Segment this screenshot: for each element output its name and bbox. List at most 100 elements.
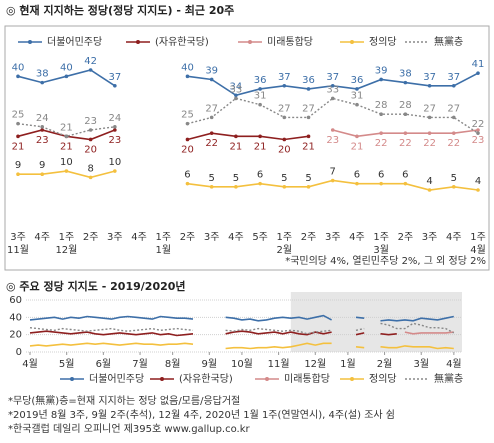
- legend-marker: [70, 377, 74, 381]
- data-point: [427, 83, 432, 88]
- data-point: [476, 71, 480, 75]
- data-label: 5: [305, 173, 311, 184]
- data-point: [40, 80, 45, 85]
- data-label: 39: [205, 65, 218, 76]
- series-line: [29, 322, 455, 335]
- data-label: 33: [326, 84, 339, 95]
- data-label: 20: [84, 144, 97, 155]
- x-tick-label: 8월: [165, 358, 181, 370]
- series-line: [29, 330, 397, 337]
- x-tick-label: 2주: [300, 232, 317, 243]
- data-point: [185, 74, 190, 79]
- data-point: [282, 115, 287, 120]
- data-label: 6: [402, 170, 408, 181]
- legend-label: 더불어민주당: [89, 373, 144, 385]
- data-label: 27: [447, 103, 460, 114]
- data-point: [185, 121, 190, 126]
- data-label: 6: [184, 170, 190, 181]
- legend-marker: [28, 40, 32, 44]
- legend-marker: [248, 40, 252, 44]
- chart-frame: [4, 25, 490, 271]
- x-tick-label: 1월: [340, 358, 356, 370]
- data-label: 21: [12, 141, 25, 152]
- data-label: 42: [84, 56, 97, 67]
- data-point: [282, 137, 287, 142]
- legend-marker: [160, 377, 164, 381]
- data-point: [330, 178, 335, 183]
- data-point: [16, 121, 20, 126]
- data-point: [330, 96, 335, 101]
- data-point: [209, 115, 214, 120]
- data-point: [306, 185, 311, 189]
- x-tick-label: 3주: [107, 232, 123, 243]
- data-point: [403, 131, 408, 135]
- data-point: [355, 87, 359, 91]
- data-label: 40: [181, 62, 194, 73]
- series-line: [29, 314, 454, 322]
- data-point: [185, 137, 190, 142]
- data-label: 36: [351, 75, 364, 86]
- data-label: 23: [108, 135, 121, 146]
- legend-marker: [350, 377, 354, 381]
- data-label: 4: [475, 176, 481, 187]
- data-label: 37: [278, 72, 291, 83]
- x-tick-label: 3주 11월: [7, 232, 29, 256]
- data-point: [209, 185, 214, 189]
- x-tick-label: 5월: [59, 358, 75, 370]
- annotation: *무당(無黨)층=현재 지지하는 정당 없음/모름/응답거절: [8, 394, 240, 407]
- data-point: [64, 134, 69, 139]
- data-label: 27: [278, 103, 291, 114]
- legend-marker: [265, 377, 269, 381]
- data-point: [88, 137, 93, 142]
- data-label: 41: [472, 59, 485, 70]
- data-label: 8: [87, 163, 93, 174]
- data-point: [427, 188, 432, 192]
- data-label: 5: [451, 173, 457, 184]
- data-point: [234, 96, 238, 101]
- x-tick-label: 6월: [96, 358, 112, 370]
- data-point: [113, 169, 117, 173]
- data-label: 40: [12, 62, 25, 73]
- x-tick-label: 3월: [413, 358, 429, 370]
- data-label: 9: [15, 160, 21, 171]
- data-label: 37: [447, 72, 460, 83]
- data-label: 22: [472, 119, 485, 130]
- x-tick-label: 7월: [132, 358, 148, 370]
- data-point: [379, 112, 383, 117]
- data-point: [330, 128, 335, 132]
- annotation: *2019년 8월 3주, 9월 2주(추석), 12월 4주, 2020년 1…: [8, 409, 395, 421]
- data-point: [40, 128, 45, 132]
- series-line: [404, 331, 454, 335]
- data-point: [476, 128, 480, 132]
- legend-label: 더불어민주당: [47, 36, 102, 48]
- x-tick-label: 1주 1월: [155, 232, 172, 256]
- data-label: 10: [108, 157, 121, 168]
- x-tick-label: 9월: [202, 358, 218, 370]
- data-point: [306, 134, 311, 139]
- data-point: [379, 181, 383, 186]
- data-label: 6: [378, 170, 384, 181]
- x-tick-label: 3주: [203, 232, 220, 243]
- data-point: [451, 115, 456, 120]
- data-point: [355, 181, 359, 186]
- data-label: 24: [108, 113, 121, 124]
- legend-label: 미래통합당: [284, 373, 330, 385]
- data-point: [306, 87, 311, 91]
- data-point: [282, 185, 287, 189]
- data-point: [16, 134, 20, 139]
- legend-label: 無黨층: [434, 372, 463, 385]
- x-tick-label: 1주 4월: [470, 232, 486, 256]
- data-point: [476, 188, 480, 192]
- x-tick-label: 1주 12월: [55, 232, 78, 256]
- data-label: 21: [230, 141, 243, 152]
- data-label: 28: [399, 100, 412, 111]
- x-tick-label: 2월: [377, 358, 393, 370]
- data-label: 37: [108, 72, 121, 83]
- data-point: [234, 134, 238, 139]
- data-label: 24: [36, 113, 49, 124]
- data-point: [306, 115, 311, 120]
- data-point: [451, 131, 456, 135]
- data-label: 25: [12, 110, 25, 121]
- data-point: [427, 115, 432, 120]
- x-tick-label: 4주: [34, 232, 50, 243]
